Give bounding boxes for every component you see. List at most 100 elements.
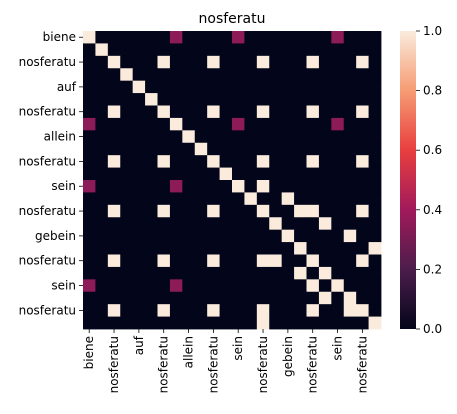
- colorbar-tick-label: 0.4: [423, 203, 442, 217]
- heatmap-cell: [343, 254, 357, 268]
- heatmap-cell: [318, 254, 332, 268]
- heatmap-cell: [207, 80, 220, 94]
- heatmap-cell: [281, 204, 295, 218]
- heatmap-cell: [107, 204, 121, 218]
- heatmap-cell: [182, 217, 196, 231]
- heatmap-cell: [132, 316, 146, 330]
- x-tick-labels: biene nosferatu auf nosferatu allein nosferat…: [82, 329, 369, 393]
- heatmap-cell: [169, 229, 183, 243]
- heatmap-cell: [120, 105, 134, 119]
- heatmap-cell: [83, 80, 96, 94]
- x-tick-label: auf: [132, 335, 146, 355]
- heatmap-cell: [281, 279, 295, 293]
- heatmap-cell: [145, 80, 158, 94]
- heatmap-cell: [306, 68, 320, 82]
- heatmap-cell: [132, 117, 146, 131]
- heatmap-cell: [318, 68, 332, 82]
- heatmap-cell: [368, 130, 382, 144]
- heatmap-cell: [318, 167, 332, 181]
- heatmap-cell: [107, 217, 121, 231]
- heatmap-cell: [269, 117, 283, 131]
- x-tick-label: nosferatu: [206, 336, 220, 393]
- heatmap-cell: [343, 229, 357, 243]
- heatmap-cell: [256, 316, 270, 330]
- heatmap-cell: [244, 142, 258, 156]
- heatmap-cell: [306, 204, 320, 218]
- heatmap-cell: [294, 167, 307, 181]
- heatmap-cell: [194, 130, 208, 144]
- heatmap-cell: [107, 229, 121, 243]
- heatmap-cell: [281, 68, 295, 82]
- heatmap-cell: [145, 93, 158, 106]
- heatmap-cell: [145, 55, 158, 69]
- heatmap-cell: [343, 55, 357, 69]
- heatmap-cell: [356, 242, 369, 255]
- heatmap-cell: [343, 304, 357, 317]
- heatmap-cell: [256, 80, 270, 94]
- heatmap-cell: [120, 93, 134, 106]
- heatmap-cell: [343, 155, 357, 168]
- heatmap-cell: [306, 155, 320, 168]
- heatmap-cell: [331, 117, 345, 131]
- y-tick-label: allein: [44, 130, 76, 144]
- heatmap-cell: [343, 291, 357, 305]
- heatmap-cell: [207, 229, 220, 243]
- heatmap-cell: [318, 217, 332, 231]
- heatmap-cell: [356, 117, 369, 131]
- heatmap-cell: [182, 266, 196, 280]
- heatmap-cell: [269, 130, 283, 144]
- heatmap-cell: [219, 180, 233, 193]
- heatmap-cell: [331, 130, 345, 144]
- heatmap-cell: [343, 80, 357, 94]
- heatmap-cell: [294, 204, 307, 218]
- heatmap-cell: [120, 167, 134, 181]
- heatmap-cell: [132, 55, 146, 69]
- heatmap-cell: [318, 242, 332, 255]
- heatmap-cell: [207, 217, 220, 231]
- y-tick-label: nosferatu: [19, 303, 76, 317]
- heatmap-cell: [145, 105, 158, 119]
- heatmap-cell: [182, 291, 196, 305]
- heatmap-cell: [95, 266, 109, 280]
- heatmap-cell: [256, 204, 270, 218]
- heatmap-cell: [182, 142, 196, 156]
- heatmap-cell: [157, 55, 171, 69]
- heatmap-cell: [244, 31, 258, 44]
- heatmap-cell: [256, 291, 270, 305]
- heatmap-cell: [356, 291, 369, 305]
- heatmap-cell: [169, 117, 183, 131]
- heatmap-cell: [145, 180, 158, 193]
- heatmap-cell: [306, 105, 320, 119]
- heatmap-cell: [269, 80, 283, 94]
- heatmap-cell: [318, 279, 332, 293]
- heatmap-cell: [145, 68, 158, 82]
- heatmap-cell: [120, 192, 134, 206]
- heatmap-cell: [182, 43, 196, 57]
- heatmap-cell: [207, 192, 220, 206]
- heatmap-cell: [232, 217, 245, 231]
- heatmap-cell: [256, 31, 270, 44]
- heatmap-cell: [145, 266, 158, 280]
- heatmap-cell: [219, 130, 233, 144]
- heatmap-cell: [132, 192, 146, 206]
- heatmap-cell: [331, 31, 345, 44]
- heatmap-cell: [318, 142, 332, 156]
- heatmap-cell: [132, 180, 146, 193]
- heatmap-cell: [232, 130, 245, 144]
- heatmap-cell: [145, 291, 158, 305]
- heatmap-cell: [207, 254, 220, 268]
- heatmap-cell: [182, 229, 196, 243]
- heatmap-cell: [95, 291, 109, 305]
- heatmap-cell: [182, 254, 196, 268]
- heatmap-cell: [219, 242, 233, 255]
- heatmap-cell: [232, 68, 245, 82]
- heatmap-cell: [343, 68, 357, 82]
- heatmap-cell: [269, 279, 283, 293]
- heatmap-cell: [244, 316, 258, 330]
- heatmap-cell: [219, 291, 233, 305]
- heatmap-cell: [157, 279, 171, 293]
- heatmap-cell: [232, 55, 245, 69]
- heatmap-cell: [194, 55, 208, 69]
- heatmap-cell: [157, 117, 171, 131]
